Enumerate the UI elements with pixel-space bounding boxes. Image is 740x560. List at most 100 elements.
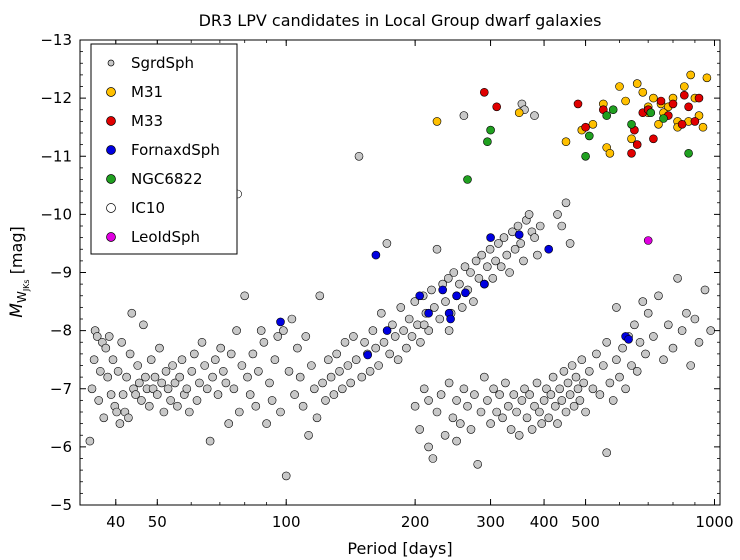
point-sgrdsph-61 bbox=[211, 355, 220, 365]
point-m33-3 bbox=[581, 122, 590, 132]
point-sgrdsph-199 bbox=[459, 384, 469, 394]
point-sgrdsph-110 bbox=[346, 378, 356, 388]
point-sgrdsph-230 bbox=[546, 390, 556, 399]
point-sgrdsph-182 bbox=[553, 210, 562, 219]
point-sgrdsph-243 bbox=[573, 384, 583, 394]
legend-marker-fornaxdsph bbox=[106, 145, 116, 155]
point-sgrdsph-35 bbox=[148, 384, 158, 394]
point-m33-10 bbox=[649, 134, 658, 144]
point-sgrdsph-108 bbox=[340, 337, 350, 347]
point-sgrdsph-78 bbox=[256, 326, 266, 335]
point-sgrdsph-53 bbox=[190, 349, 199, 359]
point-sgrdsph-55 bbox=[195, 378, 204, 388]
point-sgrdsph-198 bbox=[455, 419, 465, 428]
point-sgrdsph-39 bbox=[157, 378, 166, 388]
point-m33-7 bbox=[632, 140, 642, 149]
point-sgrdsph-69 bbox=[232, 326, 241, 335]
point-sgrdsph-272 bbox=[668, 343, 678, 353]
point-fornaxdsph-3 bbox=[382, 326, 392, 335]
point-sgrdsph-252 bbox=[598, 361, 608, 370]
point-sgrdsph-273 bbox=[673, 273, 682, 283]
point-fornaxdsph-11 bbox=[479, 279, 489, 289]
point-sgrdsph-83 bbox=[270, 355, 280, 365]
point-sgrdsph-34 bbox=[146, 355, 156, 365]
point-sgrdsph-226 bbox=[537, 419, 547, 428]
point-sgrdsph-44 bbox=[168, 361, 177, 370]
point-sgrdsph-27 bbox=[133, 361, 142, 370]
legend-label-sgrdsph: SgrdSph bbox=[131, 54, 194, 72]
point-sgrdsph-155 bbox=[471, 256, 481, 266]
point-sgrdsph-235 bbox=[557, 396, 567, 405]
point-sgrdsph-258 bbox=[618, 343, 627, 353]
point-sgrdsph-280 bbox=[706, 326, 716, 335]
point-sgrdsph-279 bbox=[700, 285, 710, 295]
point-sgrdsph-94 bbox=[301, 332, 311, 341]
point-sgrdsph-37 bbox=[153, 390, 162, 399]
point-sgrdsph-166 bbox=[502, 250, 512, 260]
point-sgrdsph-84 bbox=[273, 332, 283, 341]
point-sgrdsph-218 bbox=[517, 396, 527, 405]
chart-title: DR3 LPV candidates in Local Group dwarf … bbox=[199, 11, 602, 30]
point-sgrdsph-190 bbox=[424, 442, 433, 452]
point-sgrdsph-46 bbox=[173, 401, 182, 411]
point-sgrdsph-119 bbox=[371, 343, 381, 353]
point-sgrdsph-274 bbox=[677, 326, 687, 335]
point-sgrdsph-145 bbox=[443, 273, 453, 283]
point-sgrdsph-74 bbox=[245, 390, 255, 399]
point-sgrdsph-126 bbox=[390, 332, 400, 341]
legend-marker-m31 bbox=[106, 87, 116, 97]
point-sgrdsph-12 bbox=[106, 390, 116, 399]
point-sgrdsph-278 bbox=[694, 337, 704, 347]
point-sgrdsph-276 bbox=[686, 361, 696, 370]
point-sgrdsph-40 bbox=[159, 407, 169, 417]
point-sgrdsph-50 bbox=[182, 384, 192, 394]
point-sgrdsph-186 bbox=[530, 111, 539, 120]
point-ngc6822-8 bbox=[646, 108, 656, 117]
point-sgrdsph-180 bbox=[557, 221, 567, 231]
point-sgrdsph-107 bbox=[337, 384, 347, 394]
point-sgrdsph-118 bbox=[368, 326, 378, 335]
point-sgrdsph-90 bbox=[290, 390, 299, 399]
point-sgrdsph-264 bbox=[635, 337, 645, 347]
point-sgrdsph-1 bbox=[87, 384, 97, 394]
point-sgrdsph-122 bbox=[379, 337, 389, 347]
point-sgrdsph-81 bbox=[265, 378, 274, 388]
point-sgrdsph-211 bbox=[498, 413, 507, 423]
point-sgrdsph-266 bbox=[641, 349, 650, 359]
point-sgrdsph-138 bbox=[424, 326, 434, 335]
point-sgrdsph-22 bbox=[124, 413, 133, 423]
point-sgrdsph-265 bbox=[638, 297, 648, 306]
point-sgrdsph-4 bbox=[92, 332, 102, 341]
point-sgrdsph-75 bbox=[248, 349, 258, 359]
point-sgrdsph-270 bbox=[659, 355, 668, 365]
x-tick-label: 200 bbox=[401, 513, 430, 531]
point-fornaxdsph-10 bbox=[461, 288, 470, 298]
point-sgrdsph-163 bbox=[494, 239, 503, 248]
point-sgrdsph-65 bbox=[221, 378, 231, 388]
point-fornaxdsph-8 bbox=[446, 314, 455, 324]
point-sgrdsph-212 bbox=[501, 378, 510, 388]
point-sgrdsph-262 bbox=[630, 320, 639, 330]
legend-marker-ic10 bbox=[106, 203, 116, 213]
point-sgrdsph-201 bbox=[466, 425, 476, 434]
point-sgrdsph-133 bbox=[410, 297, 420, 306]
point-sgrdsph-269 bbox=[654, 291, 663, 301]
point-m31-2 bbox=[561, 137, 571, 146]
point-sgrdsph-239 bbox=[565, 390, 575, 399]
point-sgrdsph-112 bbox=[351, 355, 361, 365]
point-fornaxdsph-1 bbox=[363, 350, 373, 360]
x-ticks: 40 50 100 200 300 400 500 1000 bbox=[106, 40, 734, 531]
point-sgrdsph-284 bbox=[424, 396, 433, 405]
point-sgrdsph-207 bbox=[486, 419, 495, 428]
point-fornaxdsph-2 bbox=[371, 250, 381, 260]
legend-items: SgrdSph M31 M33 FornaxdSph NGC6822 IC10 LeoIdS… bbox=[106, 54, 220, 246]
point-ngc6822-0 bbox=[463, 175, 472, 184]
point-sgrdsph-268 bbox=[649, 332, 658, 341]
point-sgrdsph-223 bbox=[530, 401, 539, 411]
point-sgrdsph-194 bbox=[440, 430, 450, 440]
point-sgrdsph-63 bbox=[216, 343, 225, 353]
point-sgrdsph-221 bbox=[525, 390, 534, 399]
point-ngc6822-4 bbox=[584, 131, 594, 141]
point-sgrdsph-96 bbox=[307, 361, 316, 370]
